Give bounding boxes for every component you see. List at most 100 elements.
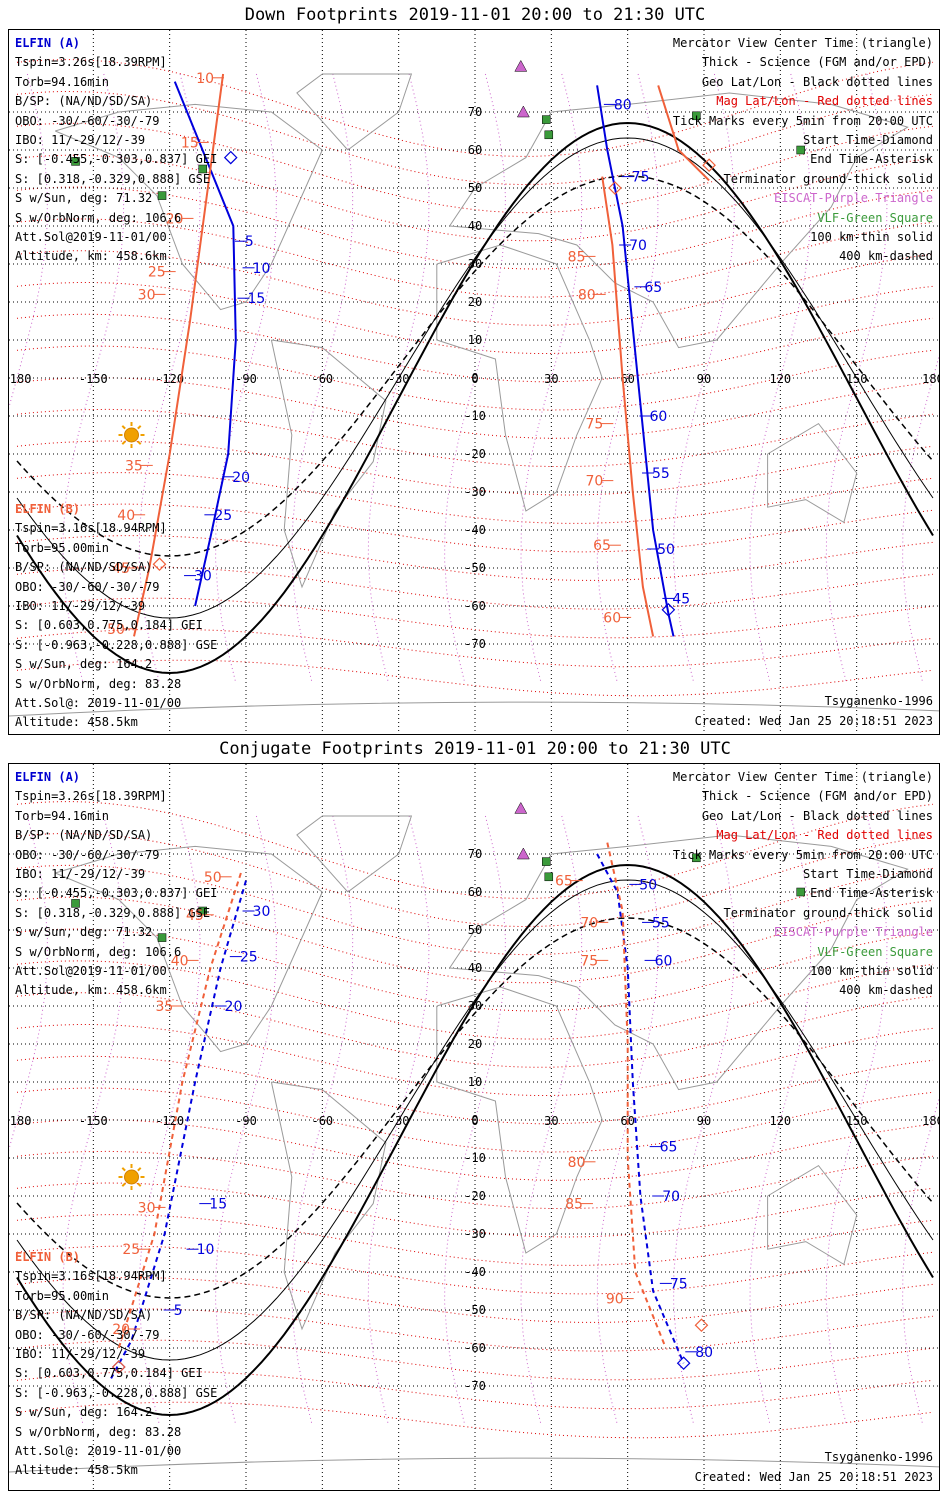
track-time-label: 60	[603, 610, 621, 626]
vlf-square	[157, 933, 167, 942]
track-time-label: 75	[670, 1276, 688, 1292]
lat-tick-label: 20	[468, 295, 482, 309]
lat-tick-label: 10	[468, 1075, 482, 1089]
info-line: S: [-0.963,-0.228,0.888] GSE	[15, 1385, 218, 1400]
track-time-label: 20	[166, 211, 184, 227]
lon-tick-label: -120	[155, 372, 184, 386]
lon-tick-label: 0	[471, 1114, 478, 1128]
info-line: IBO: 11/-29/12/-39	[15, 132, 146, 147]
info-line: S w/OrbNorm, deg: 106.6	[15, 944, 182, 959]
start-diamond	[223, 150, 238, 165]
lat-tick-label: -30	[464, 1227, 486, 1241]
mag-lat-line	[16, 1182, 934, 1238]
vlf-square	[544, 130, 554, 140]
mag-lat-line	[16, 597, 934, 639]
vlf-square	[71, 157, 80, 166]
mag-lat-line	[16, 1024, 934, 1096]
info-line: Torb=95.00min	[15, 540, 109, 555]
lon-tick-label: 150	[846, 372, 868, 386]
info-line: S w/Sun, deg: 164.2	[15, 657, 153, 672]
track-time-label: 40	[117, 508, 135, 524]
track-time-label: 50	[204, 870, 222, 886]
elfin-b-title: ELFIN (B)	[15, 502, 81, 516]
lat-tick-label: 60	[468, 885, 482, 899]
legend-vlf: VLF-Green Square	[817, 944, 933, 959]
legend-eiscat: EISCAT-Purple Triangle	[774, 191, 933, 206]
mag-lat-line	[16, 377, 934, 439]
mag-lat-line	[16, 440, 934, 496]
legend-vlf: VLF-Green Square	[817, 210, 933, 225]
model-label: Tsyganenko-1996	[824, 1450, 933, 1464]
sun-icon	[124, 427, 139, 443]
lat-tick-label: 50	[468, 923, 482, 937]
start-diamond	[676, 1356, 691, 1371]
info-line: IBO: 11/-29/12/-39	[15, 1346, 146, 1361]
track-time-label: 65	[555, 874, 573, 890]
track-time-label: 80	[695, 1345, 713, 1361]
mag-lat-line	[16, 1245, 934, 1295]
info-line: S w/OrbNorm, deg: 83.28	[15, 1424, 182, 1439]
info-line: Att.Sol@: 2019-11-01/00	[15, 695, 182, 710]
terminator-400km	[16, 175, 934, 557]
start-diamond	[661, 602, 676, 617]
elfin-b-info: ELFIN (B) Tspin=3.16s[18.94RPM] Torb=95.…	[15, 500, 217, 733]
start-diamond	[152, 557, 167, 572]
vlf-square	[71, 899, 80, 908]
track-time-label: 10	[196, 71, 214, 87]
conjugate-footprints-map: -180 -150 -120 -90 -60 -30 0 30 60 90 120 150 180 70 6…	[9, 764, 939, 1490]
legend-400km: 400 km-dashed	[839, 983, 933, 998]
mag-lat-line	[16, 1339, 934, 1381]
legend-mag-grid: Mag Lat/Lon - Red dotted lines	[716, 828, 933, 843]
elfin-a-track	[110, 880, 247, 1379]
legend: Mercator View Center Time (triangle) Thi…	[673, 34, 933, 267]
track-time-label: 50	[657, 542, 675, 558]
info-line: Tspin=3.26s[18.39RPM]	[15, 55, 167, 70]
info-line: S w/OrbNorm, deg: 83.28	[15, 676, 182, 691]
info-line: OBO: -30/-60/-30/-79	[15, 579, 160, 594]
legend-100km: 100 km-thin solid	[810, 963, 933, 978]
lon-tick-label: -30	[388, 372, 410, 386]
lat-tick-label: -50	[464, 561, 486, 575]
lon-tick-label: -90	[235, 372, 257, 386]
sun-icon	[124, 1169, 139, 1185]
lat-tick-label: -40	[464, 1265, 486, 1279]
lat-tick-label: 0	[471, 371, 478, 385]
elfin-a-track	[173, 81, 237, 607]
info-line: Altitude, km: 458.6km	[15, 983, 167, 998]
lon-tick-label: -180	[9, 372, 31, 386]
model-label: Tsyganenko-1996	[824, 694, 933, 708]
lat-tick-label: 10	[468, 333, 482, 347]
info-line: Torb=94.16min	[15, 808, 109, 823]
legend-400km: 400 km-dashed	[839, 249, 933, 264]
lat-tick-label: 30	[468, 999, 482, 1013]
lon-tick-label: -150	[79, 1114, 108, 1128]
elfin-a-title: ELFIN (A)	[15, 770, 81, 784]
info-line: Altitude: 458.5km	[15, 1463, 138, 1478]
legend-science: Thick - Science (FGM and/or EPD)	[701, 55, 933, 70]
info-line: S: [0.318,-0.329,0.888] GSE	[15, 171, 211, 186]
track-time-label: 80	[568, 1155, 586, 1171]
track-time-label: 40	[171, 953, 189, 969]
lon-tick-label: 90	[697, 372, 711, 386]
track-time-label: 80	[578, 287, 596, 303]
conjugate-footprints-panel: -180 -150 -120 -90 -60 -30 0 30 60 90 120 150 180 70 6…	[8, 763, 940, 1491]
elfin-a-info: ELFIN (A) Tspin=3.26s[18.39RPM] Torb=94.…	[15, 768, 217, 1001]
info-line: Altitude, km: 458.6km	[15, 249, 167, 264]
coastline	[55, 103, 323, 311]
legend-end: End Time-Asterisk	[810, 886, 933, 901]
info-line: B/SP: (NA/ND/SD/SA)	[15, 560, 153, 575]
info-line: S w/Sun, deg: 164.2	[15, 1405, 153, 1420]
info-line: S: [-0.455,-0.303,0.837] GEI	[15, 152, 218, 167]
lat-tick-label: 60	[468, 143, 482, 157]
info-line: S: [0.318,-0.329,0.888] GSE	[15, 905, 211, 920]
lon-tick-label: -60	[311, 1114, 333, 1128]
info-line: Att.Sol@2019-11-01/00	[15, 229, 167, 244]
eiscat-triangle	[514, 59, 528, 72]
track-time-label: 50	[639, 877, 657, 893]
start-diamond	[702, 158, 716, 173]
down-footprints-map: -180 -150 -120 -90 -60 -30 0 30 60 90 120 150 180 70 6…	[9, 30, 939, 734]
info-line: Torb=94.16min	[15, 74, 109, 89]
track-time-label: 70	[580, 915, 598, 931]
terminator-ground	[16, 863, 934, 1417]
coastline	[296, 815, 413, 893]
